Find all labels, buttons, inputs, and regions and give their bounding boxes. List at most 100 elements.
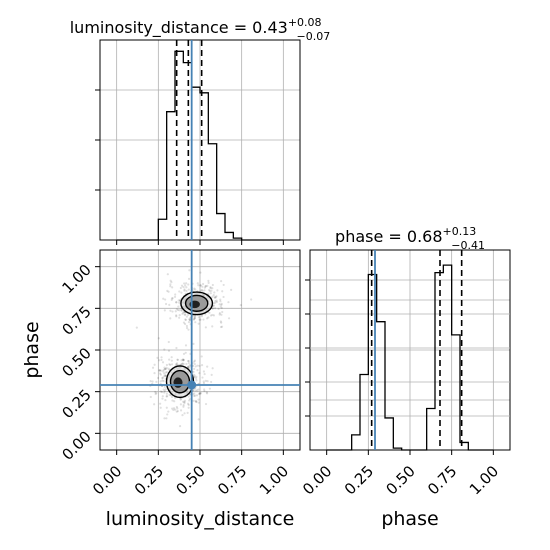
sample-point bbox=[203, 389, 206, 393]
truth-marker bbox=[187, 380, 197, 390]
sample-point bbox=[196, 282, 199, 285]
sample-point bbox=[194, 321, 197, 324]
sample-point bbox=[192, 373, 195, 376]
sample-point bbox=[195, 379, 198, 382]
sample-point bbox=[175, 346, 178, 350]
sample-point bbox=[182, 400, 185, 403]
sample-point bbox=[183, 313, 186, 316]
sample-point bbox=[194, 365, 197, 368]
sample-point bbox=[183, 288, 186, 291]
sample-point bbox=[164, 298, 167, 301]
sample-point bbox=[165, 392, 168, 395]
sample-point bbox=[221, 310, 224, 314]
sample-point bbox=[170, 297, 174, 300]
sample-point bbox=[204, 326, 207, 329]
sample-point bbox=[167, 340, 170, 344]
sample-point bbox=[163, 348, 166, 351]
sample-point bbox=[158, 369, 162, 372]
sample-point bbox=[184, 344, 188, 347]
sample-point bbox=[170, 395, 174, 399]
sample-point bbox=[188, 318, 191, 321]
sample-point bbox=[164, 374, 167, 378]
sample-point bbox=[195, 394, 199, 397]
sample-point bbox=[178, 425, 182, 428]
sample-point bbox=[196, 389, 199, 392]
x-axis-label-phase: phase bbox=[381, 508, 438, 530]
x-tick-label: 0.00 bbox=[299, 462, 335, 498]
sample-point bbox=[179, 363, 183, 366]
sample-point bbox=[180, 308, 183, 311]
sample-point bbox=[186, 402, 190, 405]
sample-point bbox=[165, 370, 169, 374]
sample-point bbox=[210, 380, 213, 384]
sample-point bbox=[192, 318, 195, 321]
sample-point bbox=[179, 398, 182, 401]
sample-point bbox=[169, 363, 172, 367]
sample-point bbox=[174, 408, 177, 411]
sample-point bbox=[158, 372, 162, 375]
sample-point bbox=[227, 301, 230, 304]
y-axis-label-phase: phase bbox=[21, 321, 43, 378]
y-tick-label: 0.00 bbox=[58, 427, 94, 463]
sample-point bbox=[187, 365, 190, 368]
sample-point bbox=[175, 362, 178, 366]
sample-point bbox=[202, 318, 205, 321]
x-tick-label: 0.25 bbox=[131, 462, 167, 498]
sample-point bbox=[187, 328, 190, 331]
sample-point bbox=[207, 279, 210, 282]
sample-point bbox=[183, 401, 186, 405]
sample-point bbox=[213, 296, 216, 299]
sample-point bbox=[180, 284, 184, 287]
sample-point bbox=[171, 407, 174, 410]
sample-point bbox=[178, 301, 181, 304]
sample-point bbox=[187, 359, 190, 363]
sample-point bbox=[183, 289, 186, 292]
sample-point bbox=[194, 288, 197, 291]
sample-point bbox=[193, 287, 196, 290]
sample-point bbox=[200, 288, 204, 291]
sample-point bbox=[164, 398, 167, 402]
sample-point bbox=[188, 318, 191, 321]
sample-point bbox=[156, 356, 159, 360]
sample-point bbox=[169, 279, 172, 282]
sample-point bbox=[185, 289, 188, 293]
sample-point bbox=[176, 407, 179, 410]
sample-point bbox=[168, 358, 171, 361]
sample-point bbox=[161, 361, 165, 364]
contour-inner bbox=[184, 294, 209, 312]
sample-point bbox=[199, 284, 202, 287]
sample-point bbox=[161, 376, 164, 379]
sample-point bbox=[170, 356, 173, 359]
sample-point bbox=[198, 392, 202, 395]
sample-point bbox=[219, 298, 222, 301]
sample-point bbox=[203, 289, 206, 292]
sample-point bbox=[166, 413, 169, 416]
sample-point bbox=[171, 286, 174, 289]
top-panel-title: luminosity_distance = 0.43+0.08 −0.07 bbox=[70, 16, 331, 43]
sample-point bbox=[203, 372, 206, 376]
sample-point bbox=[182, 358, 185, 361]
sample-point bbox=[166, 273, 169, 276]
sample-point bbox=[187, 288, 190, 291]
sample-point bbox=[185, 324, 189, 328]
sample-point bbox=[185, 282, 188, 285]
sample-point bbox=[171, 310, 174, 313]
joint-contour-panel: 0.00 0.25 0.50 0.75 1.000.000.250.500.751.00 bbox=[58, 249, 301, 498]
sample-point bbox=[175, 308, 178, 311]
sample-point bbox=[188, 364, 192, 367]
sample-point bbox=[170, 298, 173, 301]
sample-point bbox=[196, 369, 199, 372]
sample-point bbox=[217, 307, 220, 310]
sample-point bbox=[164, 388, 167, 391]
sample-point bbox=[182, 359, 185, 362]
sample-point bbox=[194, 389, 197, 392]
sample-point bbox=[203, 388, 206, 391]
sample-point bbox=[208, 387, 211, 390]
x-tick-label: 0.00 bbox=[89, 462, 125, 498]
sample-point bbox=[201, 285, 204, 288]
x-tick-label: 1.00 bbox=[466, 462, 502, 498]
sample-point bbox=[221, 290, 224, 293]
sample-point bbox=[211, 295, 214, 298]
sample-point bbox=[207, 281, 210, 284]
